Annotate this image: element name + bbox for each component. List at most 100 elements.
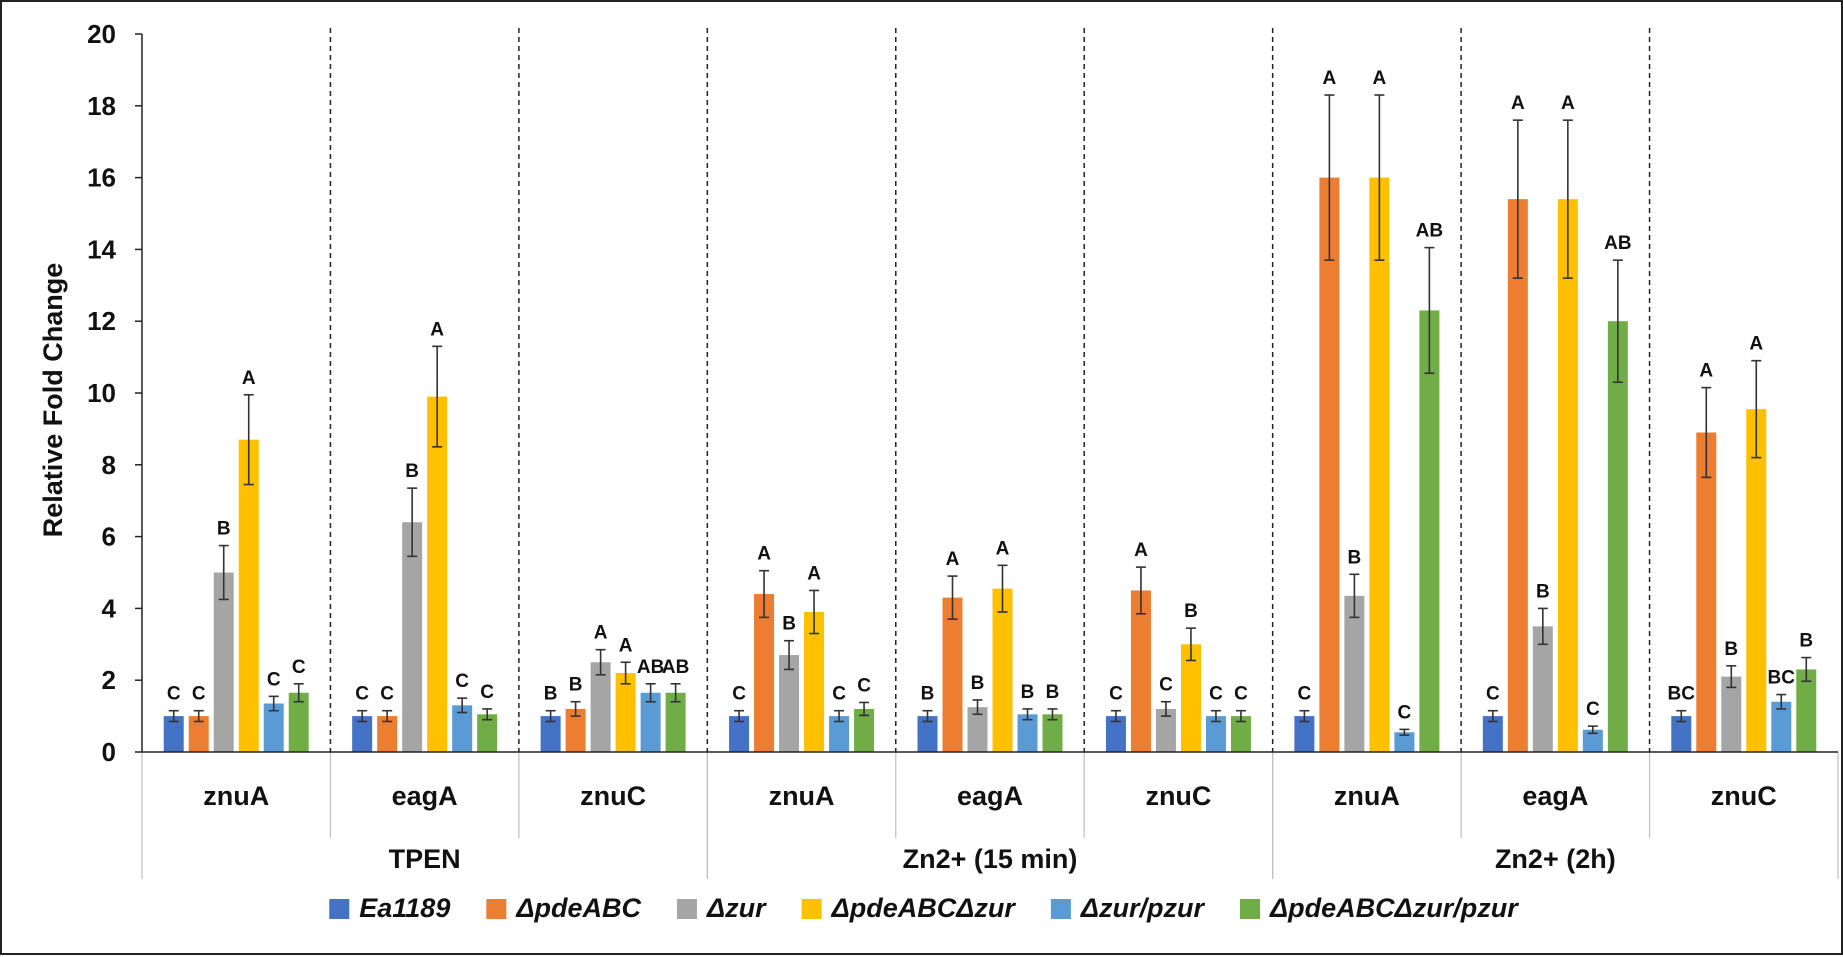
significance-letter: A (757, 544, 771, 565)
category-label: znuA (769, 781, 835, 811)
bar (1582, 729, 1603, 752)
category-label: znuC (1711, 781, 1777, 811)
bar (163, 716, 184, 752)
significance-letter: A (1699, 361, 1713, 382)
bar (1419, 310, 1440, 752)
bar (352, 716, 373, 752)
significance-letter: B (782, 614, 796, 635)
significance-letter: A (1749, 334, 1763, 355)
significance-letter: A (594, 623, 608, 644)
significance-letter: C (355, 684, 369, 705)
bar (1721, 676, 1742, 752)
y-tick-label: 16 (87, 163, 116, 193)
bar (1319, 177, 1340, 753)
category-label: znuA (1334, 781, 1400, 811)
significance-letter: A (1373, 68, 1387, 89)
significance-letter: C (267, 669, 281, 690)
significance-letter: C (832, 684, 846, 705)
y-tick-label: 0 (102, 737, 116, 767)
bar (1230, 716, 1251, 752)
significance-letter: C (1109, 684, 1123, 705)
legend-item: Ea1189 (329, 893, 450, 923)
bar (402, 522, 423, 752)
significance-letter: A (996, 538, 1010, 559)
y-tick-label: 18 (87, 91, 116, 121)
significance-letter: C (1486, 684, 1500, 705)
legend-label: Δzur (706, 893, 767, 923)
significance-letter: BC (1668, 684, 1696, 705)
bar (188, 716, 209, 752)
significance-letter: BC (1768, 668, 1796, 689)
significance-letter: A (619, 635, 633, 656)
legend-item: ΔpdeABC (486, 893, 641, 923)
bar (238, 439, 259, 752)
significance-letter: C (380, 684, 394, 705)
legend-label: ΔpdeABCΔzur (831, 893, 1017, 923)
bars-layer (163, 94, 1817, 753)
bar (1017, 714, 1038, 752)
bar (1105, 716, 1126, 752)
legend-label: Δzur/pzur (1080, 893, 1206, 923)
legend-label: ΔpdeABC (515, 893, 641, 923)
bar (452, 705, 473, 752)
significance-letter: B (921, 684, 935, 705)
bar (729, 716, 750, 752)
bar (1130, 590, 1151, 752)
category-label: eagA (957, 781, 1023, 811)
significance-letter: AB (1604, 233, 1631, 254)
significance-letter: C (292, 657, 306, 678)
significance-letter: B (405, 461, 419, 482)
significance-letter: B (1021, 682, 1035, 703)
y-tick-label: 6 (102, 522, 116, 552)
bar (540, 716, 561, 752)
bar (427, 396, 448, 752)
bar (1482, 716, 1503, 752)
legend-item: Δzur (676, 893, 767, 923)
bar (942, 597, 963, 752)
significance-letter: B (544, 684, 558, 705)
significance-letter: C (192, 684, 206, 705)
significance-letter: A (1561, 93, 1575, 114)
bar (779, 655, 800, 752)
significance-letter: B (1724, 639, 1738, 660)
category-label: znuC (1145, 781, 1211, 811)
significance-letter: C (1586, 699, 1600, 720)
significance-letter: A (946, 549, 960, 570)
significance-letter: C (480, 682, 494, 703)
significance-letter: B (1348, 547, 1362, 568)
bar (1294, 716, 1315, 752)
significance-letter: B (1046, 682, 1060, 703)
significance-letter: C (1398, 702, 1412, 723)
bar (754, 594, 775, 752)
legend-swatch (676, 899, 697, 919)
group-label: TPEN (389, 844, 461, 874)
bar (565, 708, 586, 752)
category-label: znuA (203, 781, 269, 811)
significance-letter: C (1298, 684, 1312, 705)
group-label: Zn2+ (15 min) (903, 844, 1078, 874)
legend-item: Δzur/pzur (1050, 893, 1206, 923)
bar (1155, 708, 1176, 752)
legend-label: Ea1189 (359, 893, 450, 923)
significance-letter: AB (637, 657, 664, 678)
significance-letter: C (1159, 675, 1173, 696)
legend-swatch (486, 899, 507, 919)
bar (665, 692, 686, 752)
significance-letter: B (1184, 601, 1198, 622)
significance-letter: C (732, 684, 746, 705)
category-label: znuC (580, 781, 646, 811)
y-tick-label: 12 (87, 306, 116, 336)
significance-letter: A (242, 368, 256, 389)
significance-letter: AB (662, 657, 689, 678)
bar (1771, 701, 1792, 752)
bar (1557, 199, 1578, 752)
significance-letter: B (1536, 581, 1550, 602)
y-tick-label: 10 (87, 378, 116, 408)
bar (854, 708, 875, 752)
significance-letter: B (971, 673, 985, 694)
bar (1746, 409, 1767, 752)
bar (967, 707, 988, 752)
significance-letter: C (857, 675, 871, 696)
